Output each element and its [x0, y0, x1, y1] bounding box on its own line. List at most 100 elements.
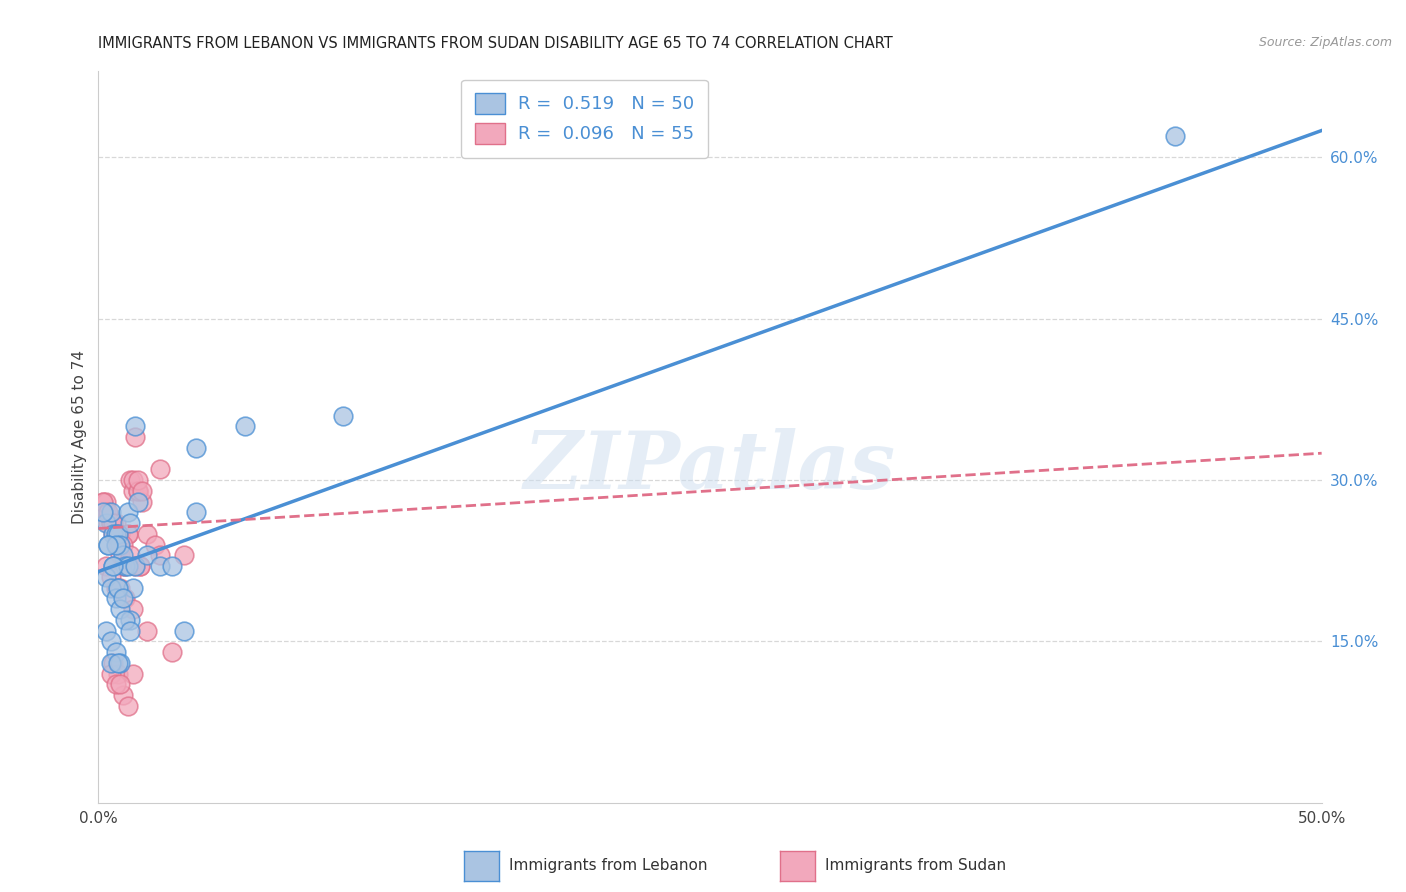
- Text: Immigrants from Lebanon: Immigrants from Lebanon: [509, 858, 707, 872]
- Point: [94, 624, 117, 638]
- Point: [101, 656, 124, 670]
- Point: [100, 505, 122, 519]
- Point: [100, 656, 122, 670]
- Point: [97, 538, 120, 552]
- Point: [1164, 128, 1187, 143]
- Point: [149, 559, 172, 574]
- Point: [110, 677, 132, 691]
- Point: [104, 527, 127, 541]
- Point: [104, 516, 127, 530]
- Point: [233, 419, 256, 434]
- Point: [107, 527, 129, 541]
- Point: [114, 559, 136, 574]
- Point: [120, 549, 142, 563]
- Point: [136, 624, 159, 638]
- Point: [114, 591, 136, 606]
- Point: [107, 581, 129, 595]
- Point: [160, 645, 183, 659]
- Point: [131, 494, 153, 508]
- Point: [110, 581, 132, 595]
- Point: [94, 559, 117, 574]
- Point: [91, 494, 114, 508]
- Point: [120, 613, 142, 627]
- Point: [121, 666, 143, 681]
- Point: [107, 666, 129, 681]
- Point: [127, 483, 149, 498]
- Point: [91, 505, 114, 519]
- Point: [100, 581, 122, 595]
- Point: [107, 581, 129, 595]
- Point: [160, 559, 183, 574]
- Point: [104, 591, 127, 606]
- Point: [111, 538, 134, 552]
- Point: [101, 559, 124, 574]
- Point: [97, 516, 120, 530]
- Point: [94, 494, 117, 508]
- Point: [120, 624, 142, 638]
- Point: [97, 538, 120, 552]
- Point: [107, 656, 129, 670]
- Point: [111, 549, 134, 563]
- Point: [117, 527, 139, 541]
- Point: [173, 549, 195, 563]
- Point: [117, 698, 139, 713]
- Point: [136, 527, 159, 541]
- Point: [101, 527, 124, 541]
- Point: [127, 494, 149, 508]
- Point: [100, 516, 122, 530]
- Point: [124, 419, 146, 434]
- Point: [101, 516, 124, 530]
- Point: [129, 559, 152, 574]
- Point: [131, 483, 153, 498]
- Point: [114, 613, 136, 627]
- Point: [129, 559, 152, 574]
- Point: [107, 527, 129, 541]
- Point: [107, 538, 129, 552]
- Point: [100, 666, 122, 681]
- Text: IMMIGRANTS FROM LEBANON VS IMMIGRANTS FROM SUDAN DISABILITY AGE 65 TO 74 CORRELA: IMMIGRANTS FROM LEBANON VS IMMIGRANTS FR…: [98, 36, 893, 51]
- Point: [117, 527, 139, 541]
- Point: [94, 570, 117, 584]
- Point: [136, 549, 159, 563]
- Point: [110, 602, 132, 616]
- Point: [117, 559, 139, 574]
- Point: [104, 645, 127, 659]
- Point: [121, 602, 143, 616]
- Point: [121, 473, 143, 487]
- Point: [100, 570, 122, 584]
- Point: [143, 538, 166, 552]
- Point: [120, 516, 142, 530]
- Point: [149, 462, 172, 476]
- Point: [186, 505, 208, 519]
- Point: [127, 473, 149, 487]
- Point: [121, 581, 143, 595]
- Y-axis label: Disability Age 65 to 74: Disability Age 65 to 74: [72, 350, 87, 524]
- Point: [117, 505, 139, 519]
- Point: [332, 409, 354, 423]
- Point: [149, 549, 172, 563]
- Point: [100, 634, 122, 648]
- Point: [124, 430, 146, 444]
- Point: [121, 483, 143, 498]
- Point: [110, 549, 132, 563]
- Point: [91, 494, 114, 508]
- Point: [110, 527, 132, 541]
- Point: [110, 656, 132, 670]
- Point: [111, 559, 134, 574]
- Point: [173, 624, 195, 638]
- Point: [94, 505, 117, 519]
- Point: [104, 527, 127, 541]
- Point: [104, 538, 127, 552]
- Text: Source: ZipAtlas.com: Source: ZipAtlas.com: [1258, 36, 1392, 49]
- Point: [120, 473, 142, 487]
- Text: Immigrants from Sudan: Immigrants from Sudan: [825, 858, 1007, 872]
- Point: [127, 483, 149, 498]
- Point: [94, 516, 117, 530]
- Point: [111, 591, 134, 606]
- Point: [97, 505, 120, 519]
- Point: [104, 677, 127, 691]
- Point: [101, 527, 124, 541]
- Legend: R =  0.519   N = 50, R =  0.096   N = 55: R = 0.519 N = 50, R = 0.096 N = 55: [461, 79, 707, 158]
- Point: [110, 538, 132, 552]
- Text: ZIPatlas: ZIPatlas: [524, 427, 896, 505]
